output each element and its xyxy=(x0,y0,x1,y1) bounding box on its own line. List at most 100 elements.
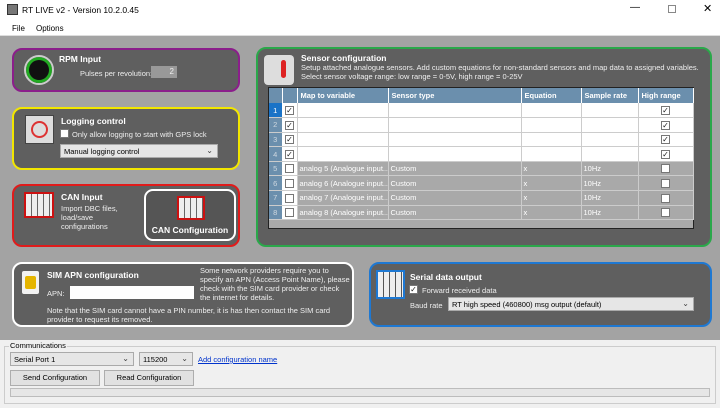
minimize-icon[interactable]: — xyxy=(630,2,640,13)
gps-lock-checkbox[interactable] xyxy=(60,129,69,139)
type-cell[interactable]: Custom xyxy=(388,161,522,177)
enabled-checkbox[interactable]: ✓ xyxy=(282,132,298,148)
comms-baud-select[interactable]: 115200 ⌄ xyxy=(139,352,193,366)
header-high[interactable]: High range xyxy=(638,88,694,103)
equation-cell[interactable]: x xyxy=(521,161,582,177)
sensor-thermometer-icon xyxy=(264,55,294,85)
row-number[interactable]: 8 xyxy=(269,205,283,221)
header-map[interactable]: Map to variable xyxy=(297,88,389,103)
rate-cell[interactable]: 10Hz xyxy=(581,175,639,192)
main-area: RPM Input Pulses per revolution: 2 Loggi… xyxy=(0,36,720,340)
maximize-icon[interactable] xyxy=(668,5,676,13)
row-number[interactable]: 4 xyxy=(269,146,283,162)
can-configuration-button[interactable]: CAN Configuration xyxy=(144,189,236,241)
read-configuration-button[interactable]: Read Configuration xyxy=(104,370,194,386)
type-cell[interactable]: Custom xyxy=(388,205,522,221)
baud-label: Baud rate xyxy=(410,301,443,310)
high-range-checkbox[interactable] xyxy=(638,205,694,221)
logging-mode-select[interactable]: Manual logging control ⌄ xyxy=(60,144,218,158)
sensor-table: Map to variable Sensor type Equation Sam… xyxy=(268,87,694,229)
equation-cell[interactable]: x xyxy=(521,175,582,192)
type-cell[interactable]: Custom xyxy=(388,175,522,192)
map-cell[interactable]: analog 8 (Analogue input... xyxy=(297,205,389,221)
map-cell[interactable]: analog 6 (Analogue input... xyxy=(297,175,389,192)
equation-cell[interactable]: x xyxy=(521,190,582,206)
logging-title: Logging control xyxy=(61,116,126,126)
map-cell[interactable]: analog 2 (Analogue input... xyxy=(297,117,389,133)
high-range-checkbox[interactable]: ✓ xyxy=(638,103,694,119)
row-number[interactable]: 3 xyxy=(269,132,283,148)
serial-baud-select[interactable]: RT high speed (460800) msg output (defau… xyxy=(448,297,694,311)
enabled-checkbox[interactable] xyxy=(282,175,298,192)
table-row[interactable]: 3 ✓ analog 3 (Analogue input... Custom x… xyxy=(269,132,694,148)
enabled-checkbox[interactable] xyxy=(282,190,298,206)
table-row[interactable]: 1 ✓ analog 1 (Analogue input... Custom x… xyxy=(269,103,694,119)
type-cell[interactable]: Custom xyxy=(388,146,522,162)
type-cell[interactable]: Custom xyxy=(388,132,522,148)
high-range-checkbox[interactable]: ✓ xyxy=(638,146,694,162)
equation-cell[interactable]: x xyxy=(521,205,582,221)
row-number[interactable]: 5 xyxy=(269,161,283,177)
rate-cell[interactable]: 10Hz xyxy=(581,205,639,221)
type-cell[interactable]: Custom xyxy=(388,117,522,133)
table-row[interactable]: 8 analog 8 (Analogue input... Custom x 1… xyxy=(269,205,694,221)
header-rate[interactable]: Sample rate xyxy=(581,88,639,103)
enabled-checkbox[interactable]: ✓ xyxy=(282,103,298,119)
apn-input[interactable] xyxy=(70,286,194,299)
rate-cell[interactable]: 10Hz xyxy=(581,117,639,133)
serial-port-select[interactable]: Serial Port 1 ⌄ xyxy=(10,352,134,366)
serial-baud-value: RT high speed (460800) msg output (defau… xyxy=(452,300,602,309)
rate-cell[interactable]: 10Hz xyxy=(581,132,639,148)
window-title: RT LIVE v2 - Version 10.2.0.45 xyxy=(22,5,139,15)
send-configuration-button[interactable]: Send Configuration xyxy=(10,370,100,386)
header-type[interactable]: Sensor type xyxy=(388,88,522,103)
equation-cell[interactable]: x xyxy=(521,117,582,133)
type-cell[interactable]: Custom xyxy=(388,103,522,119)
type-cell[interactable]: Custom xyxy=(388,190,522,206)
close-icon[interactable]: ✕ xyxy=(703,3,713,15)
row-number[interactable]: 7 xyxy=(269,190,283,206)
map-cell[interactable]: analog 3 (Analogue input... xyxy=(297,132,389,148)
enabled-checkbox[interactable] xyxy=(282,205,298,221)
enabled-checkbox[interactable]: ✓ xyxy=(282,146,298,162)
table-row[interactable]: 2 ✓ analog 2 (Analogue input... Custom x… xyxy=(269,117,694,133)
row-number[interactable]: 2 xyxy=(269,117,283,133)
chevron-down-icon: ⌄ xyxy=(206,146,213,155)
enabled-checkbox[interactable]: ✓ xyxy=(282,117,298,133)
pulses-input[interactable]: 2 xyxy=(151,66,177,78)
high-range-checkbox[interactable] xyxy=(638,190,694,206)
sim-panel: SIM APN configuration APN: Some network … xyxy=(12,262,354,327)
rate-cell[interactable]: 10Hz xyxy=(581,161,639,177)
rate-cell[interactable]: 10Hz xyxy=(581,103,639,119)
sim-note: Note that the SIM card cannot have a PIN… xyxy=(47,306,331,324)
table-row[interactable]: 7 analog 7 (Analogue input... Custom x 1… xyxy=(269,190,694,206)
logging-panel: Logging control Only allow logging to st… xyxy=(12,107,240,170)
map-cell[interactable]: analog 4 (Analogue input... xyxy=(297,146,389,162)
equation-cell[interactable]: x xyxy=(521,132,582,148)
rate-cell[interactable]: 10Hz xyxy=(581,146,639,162)
enabled-checkbox[interactable] xyxy=(282,161,298,177)
forward-checkbox[interactable]: ✓ xyxy=(409,285,418,295)
add-configuration-name-link[interactable]: Add configuration name xyxy=(198,355,278,364)
table-row[interactable]: 5 analog 5 (Analogue input... Custom x 1… xyxy=(269,161,694,177)
sensor-desc-1: Setup attached analogue sensors. Add cus… xyxy=(301,63,699,72)
header-equation[interactable]: Equation xyxy=(521,88,582,103)
equation-cell[interactable]: x xyxy=(521,146,582,162)
row-number[interactable]: 6 xyxy=(269,175,283,192)
progress-bar xyxy=(10,388,710,397)
menu-options[interactable]: Options xyxy=(36,24,64,33)
map-cell[interactable]: analog 5 (Analogue input... xyxy=(297,161,389,177)
table-row[interactable]: 6 analog 6 (Analogue input... Custom x 1… xyxy=(269,175,694,192)
high-range-checkbox[interactable] xyxy=(638,161,694,177)
map-cell[interactable]: analog 7 (Analogue input... xyxy=(297,190,389,206)
equation-cell[interactable]: x xyxy=(521,103,582,119)
row-number[interactable]: 1 xyxy=(269,103,283,119)
table-row[interactable]: 4 ✓ analog 4 (Analogue input... Custom x… xyxy=(269,146,694,162)
rate-cell[interactable]: 10Hz xyxy=(581,190,639,206)
high-range-checkbox[interactable]: ✓ xyxy=(638,132,694,148)
map-cell[interactable]: analog 1 (Analogue input... xyxy=(297,103,389,119)
high-range-checkbox[interactable] xyxy=(638,175,694,192)
menu-file[interactable]: File xyxy=(12,24,25,33)
high-range-checkbox[interactable]: ✓ xyxy=(638,117,694,133)
serial-panel: Serial data output ✓ Forward received da… xyxy=(369,262,712,327)
